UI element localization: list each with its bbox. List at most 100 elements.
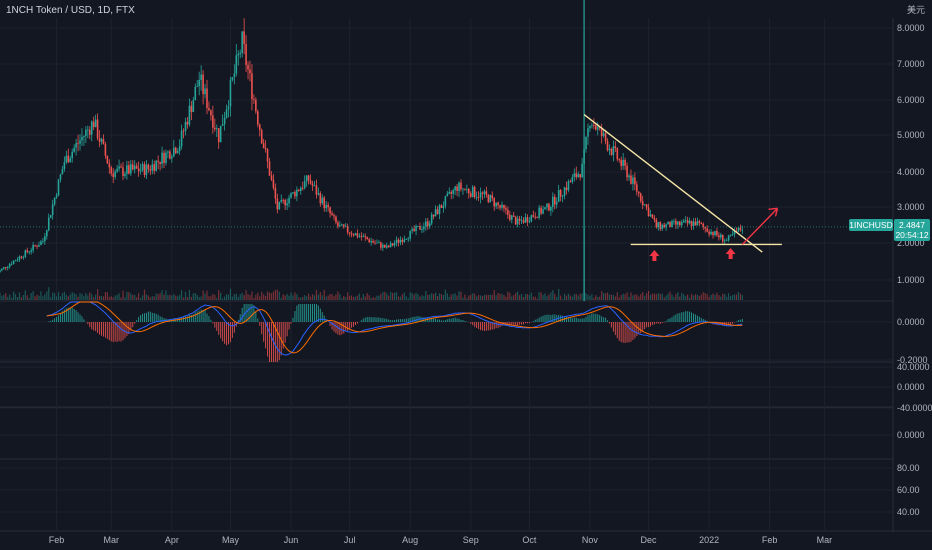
volume-bar bbox=[104, 292, 107, 300]
macd-histogram-bar bbox=[610, 322, 612, 328]
candle-body bbox=[110, 167, 113, 174]
candle-body bbox=[464, 188, 466, 190]
macd-histogram-bar bbox=[384, 318, 386, 322]
candle-body bbox=[362, 236, 365, 237]
volume-bar bbox=[28, 298, 30, 300]
candle-body bbox=[542, 209, 544, 214]
volume-bar bbox=[22, 294, 24, 300]
volume-bar bbox=[14, 293, 17, 300]
macd-histogram-bar bbox=[286, 322, 288, 337]
candle-body bbox=[469, 193, 472, 197]
volume-bar bbox=[268, 292, 271, 300]
macd-histogram-bar bbox=[448, 318, 450, 322]
macd-histogram-bar bbox=[233, 322, 235, 333]
volume-bar bbox=[7, 296, 9, 300]
candle-body bbox=[282, 199, 285, 201]
macd-histogram-bar bbox=[210, 319, 212, 322]
macd-histogram-bar bbox=[386, 318, 388, 322]
candle-body bbox=[151, 164, 154, 171]
candle-body bbox=[274, 187, 277, 199]
volume-bar bbox=[251, 291, 253, 300]
volume-bar bbox=[616, 292, 618, 300]
candle-body bbox=[8, 264, 11, 267]
macd-histogram-bar bbox=[591, 313, 593, 322]
volume-bar bbox=[472, 293, 474, 300]
macd-histogram-bar bbox=[276, 322, 278, 362]
macd-histogram-bar bbox=[241, 307, 243, 322]
macd-histogram-bar bbox=[249, 304, 251, 322]
candle-body bbox=[192, 100, 195, 113]
candle-body bbox=[20, 256, 23, 258]
volume-bar bbox=[93, 297, 95, 300]
volume-bar bbox=[700, 294, 702, 300]
volume-bar bbox=[71, 292, 73, 300]
macd-histogram-bar bbox=[278, 322, 280, 361]
macd-histogram-bar bbox=[331, 322, 333, 330]
volume-bar bbox=[485, 294, 487, 300]
macd-histogram-bar bbox=[310, 304, 312, 322]
volume-bar bbox=[599, 296, 601, 300]
x-tick-label: Jun bbox=[284, 535, 299, 545]
candle-body bbox=[522, 220, 525, 223]
candle-body bbox=[387, 245, 390, 248]
volume-bar bbox=[509, 292, 511, 300]
macd-histogram-bar bbox=[595, 313, 597, 322]
candle-body bbox=[364, 236, 367, 238]
candle-body bbox=[30, 250, 32, 252]
candle-body bbox=[442, 205, 445, 208]
macd-histogram-bar bbox=[540, 316, 542, 322]
volume-bar bbox=[565, 295, 568, 300]
macd-histogram-bar bbox=[294, 310, 296, 322]
macd-histogram-bar bbox=[227, 322, 229, 345]
volume-bar bbox=[46, 291, 48, 300]
macd-histogram-bar bbox=[79, 314, 81, 322]
candle-body bbox=[317, 193, 320, 195]
macd-histogram-bar bbox=[411, 317, 413, 322]
macd-histogram-bar bbox=[470, 322, 472, 324]
price-badge bbox=[894, 218, 930, 241]
macd-histogram-bar bbox=[343, 322, 345, 334]
volume-bar bbox=[395, 292, 398, 300]
macd-histogram-bar bbox=[542, 315, 544, 322]
macd-histogram-bar bbox=[415, 316, 417, 322]
volume-bar bbox=[401, 294, 403, 300]
macd-histogram-bar bbox=[698, 316, 700, 322]
macd-histogram-bar bbox=[489, 322, 491, 331]
volume-bar bbox=[515, 292, 517, 300]
candle-body bbox=[651, 214, 654, 218]
candle-body bbox=[530, 215, 533, 222]
candle-body bbox=[720, 234, 722, 238]
volume-bar bbox=[296, 294, 298, 300]
macd-histogram-bar bbox=[143, 313, 145, 322]
candle-body bbox=[383, 244, 386, 248]
y-tick-label: 40.0000 bbox=[897, 362, 930, 372]
volume-bar bbox=[546, 296, 548, 300]
macd-histogram-bar bbox=[142, 313, 144, 322]
macd-histogram-bar bbox=[653, 322, 655, 325]
candle-body bbox=[665, 224, 667, 228]
volume-bar bbox=[642, 292, 644, 300]
volume-bar bbox=[83, 295, 85, 300]
candle-body bbox=[305, 175, 308, 182]
candle-body bbox=[452, 190, 454, 194]
volume-bar bbox=[139, 298, 142, 300]
macd-histogram-bar bbox=[622, 322, 624, 343]
candle-body bbox=[280, 199, 283, 202]
volume-bar bbox=[481, 296, 484, 300]
candle-body bbox=[264, 147, 267, 150]
volume-bar bbox=[450, 294, 452, 300]
candle-body bbox=[165, 152, 167, 164]
macd-histogram-bar bbox=[571, 318, 573, 322]
volume-bar bbox=[511, 296, 513, 300]
candle-body bbox=[206, 88, 208, 108]
candle-body bbox=[548, 203, 550, 211]
macd-histogram-bar bbox=[354, 322, 356, 326]
macd-histogram-bar bbox=[730, 322, 732, 325]
candle-body bbox=[296, 189, 298, 197]
candle-body bbox=[436, 209, 439, 215]
volume-bar bbox=[489, 294, 491, 300]
macd-histogram-bar bbox=[605, 317, 607, 322]
candle-body bbox=[440, 205, 443, 208]
volume-bar bbox=[354, 296, 357, 300]
